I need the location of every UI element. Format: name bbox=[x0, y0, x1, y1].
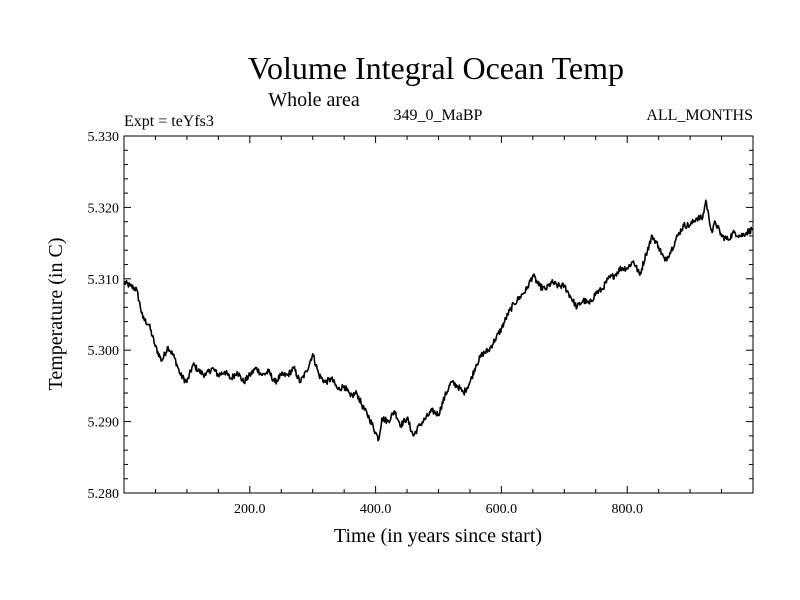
x-tick-label: 400.0 bbox=[360, 502, 392, 517]
chart-subtitle: Whole area bbox=[268, 89, 360, 111]
plot-frame bbox=[123, 135, 754, 494]
months-label: ALL_MONTHS bbox=[646, 107, 753, 124]
x-axis-label: Time (in years since start) bbox=[334, 525, 542, 547]
y-tick-label: 5.290 bbox=[88, 416, 120, 431]
period-label: 349_0_MaBP bbox=[394, 107, 483, 124]
x-tick-label: 600.0 bbox=[486, 502, 518, 517]
temperature-series-line bbox=[123, 199, 754, 442]
chart-title: Volume Integral Ocean Temp bbox=[248, 50, 624, 86]
y-axis-ticks: 5.280 5.290 5.300 5.310 5.320 5.330 bbox=[88, 130, 753, 502]
experiment-label: Expt = teYfs3 bbox=[124, 113, 214, 130]
x-tick-label: 200.0 bbox=[234, 502, 266, 517]
x-axis-ticks: 200.0 400.0 600.0 800.0 bbox=[154, 136, 723, 517]
y-tick-label: 5.330 bbox=[88, 130, 120, 145]
x-tick-label: 800.0 bbox=[611, 502, 643, 517]
y-tick-label: 5.280 bbox=[88, 487, 120, 502]
y-tick-label: 5.310 bbox=[88, 273, 120, 288]
y-tick-label: 5.320 bbox=[88, 201, 120, 216]
y-tick-label: 5.300 bbox=[88, 344, 120, 359]
y-axis-label: Temperature (in C) bbox=[45, 238, 67, 391]
